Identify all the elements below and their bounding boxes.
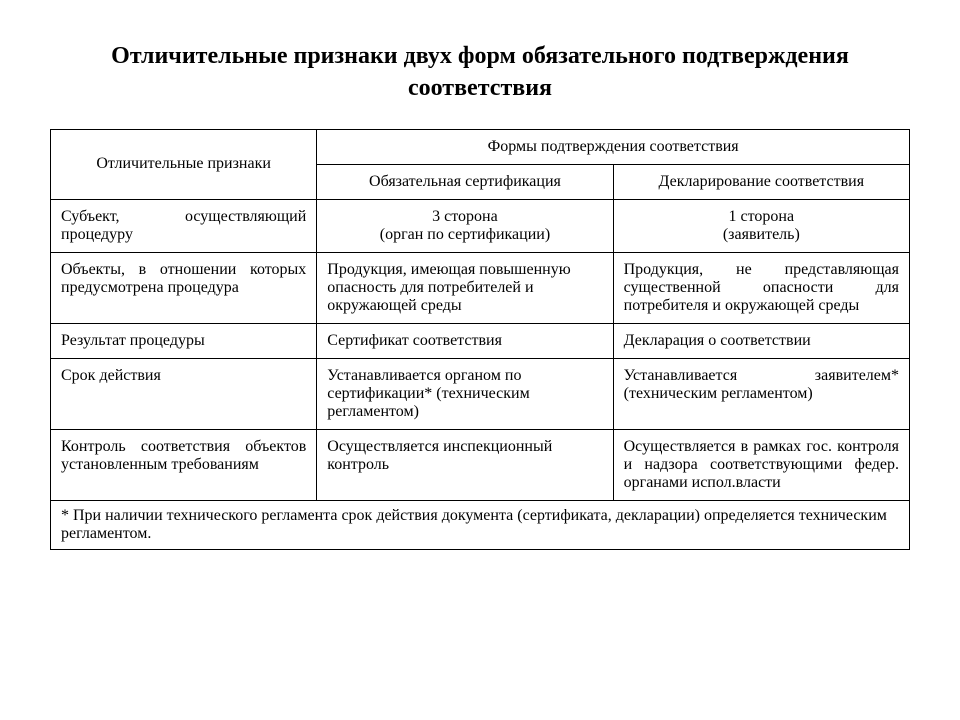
- header-col-c: Декларирование соответствия: [613, 164, 909, 199]
- cell-feature: Объекты, в отношении которых предусмотре…: [51, 252, 317, 323]
- table-row: Объекты, в отношении которых предусмотре…: [51, 252, 910, 323]
- table-row: Срок действия Устанавливается органом по…: [51, 358, 910, 429]
- header-top: Формы подтверждения соответствия: [317, 129, 910, 164]
- cell-feature: Результат процедуры: [51, 323, 317, 358]
- table-row: Результат процедуры Сертификат соответст…: [51, 323, 910, 358]
- cell-feature: Срок действия: [51, 358, 317, 429]
- header-left: Отличительные признаки: [51, 129, 317, 199]
- table-row: Субъект, осуществляющий процедуру 3 стор…: [51, 199, 910, 252]
- cell-cert: Сертификат соответствия: [317, 323, 613, 358]
- header-col-b: Обязательная сертификация: [317, 164, 613, 199]
- cell-decl: Осуществляется в рамках гос. контроля и …: [613, 429, 909, 500]
- header-row-1: Отличительные признаки Формы подтвержден…: [51, 129, 910, 164]
- cell-decl: Продукция, не представляющая существенно…: [613, 252, 909, 323]
- cell-decl: Декларация о соответствии: [613, 323, 909, 358]
- cell-feature: Субъект, осуществляющий процедуру: [51, 199, 317, 252]
- cell-cert: Продукция, имеющая повышенную опасность …: [317, 252, 613, 323]
- comparison-table: Отличительные признаки Формы подтвержден…: [50, 129, 910, 550]
- cell-cert: 3 сторона(орган по сертификации): [317, 199, 613, 252]
- footnote-row: * При наличии технического регламента ср…: [51, 500, 910, 549]
- cell-cert: Осуществляется инспекционный контроль: [317, 429, 613, 500]
- cell-decl: Устанавливается заявителем* (техническим…: [613, 358, 909, 429]
- cell-cert: Устанавливается органом по сертификации*…: [317, 358, 613, 429]
- page-title: Отличительные признаки двух форм обязате…: [50, 40, 910, 105]
- cell-feature: Контроль соответствия объектов установле…: [51, 429, 317, 500]
- table-row: Контроль соответствия объектов установле…: [51, 429, 910, 500]
- footnote: * При наличии технического регламента ср…: [51, 500, 910, 549]
- cell-decl: 1 сторона(заявитель): [613, 199, 909, 252]
